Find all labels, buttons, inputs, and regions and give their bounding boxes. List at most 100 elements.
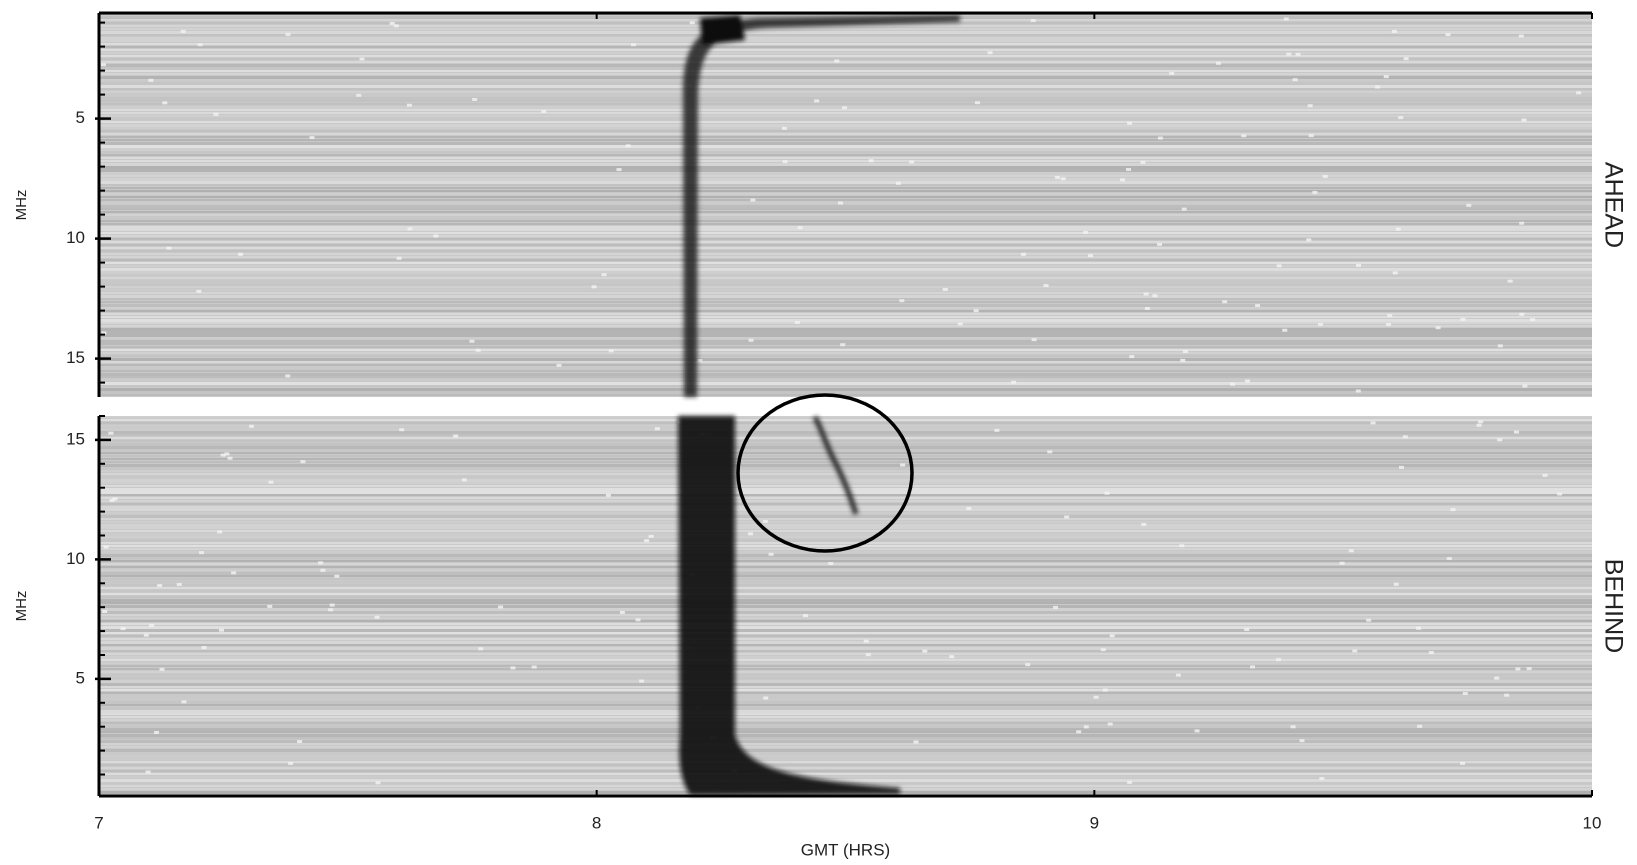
frequency-stripe <box>99 274 1592 276</box>
noise-speck <box>498 606 503 609</box>
frequency-stripe <box>99 638 1592 640</box>
noise-speck <box>913 740 918 743</box>
noise-speck <box>1340 562 1345 565</box>
noise-speck <box>1083 231 1088 234</box>
frequency-stripe <box>99 704 1592 706</box>
noise-speck <box>310 136 315 139</box>
noise-speck <box>478 647 483 650</box>
noise-speck <box>318 561 323 564</box>
frequency-stripe <box>99 235 1592 237</box>
frequency-stripe <box>99 437 1592 439</box>
frequency-stripe <box>99 328 1592 331</box>
noise-speck <box>1387 314 1392 317</box>
noise-speck <box>510 666 515 669</box>
noise-speck <box>288 762 293 765</box>
noise-speck <box>1519 313 1524 316</box>
frequency-stripe <box>99 364 1592 366</box>
noise-speck <box>828 562 833 565</box>
frequency-stripe <box>99 277 1592 279</box>
frequency-stripe <box>99 226 1592 229</box>
frequency-stripe <box>99 148 1592 151</box>
noise-speck <box>620 611 625 614</box>
frequency-stripe <box>99 416 1592 418</box>
noise-speck <box>748 532 753 535</box>
frequency-stripe <box>99 391 1592 394</box>
frequency-stripe <box>99 262 1592 264</box>
frequency-stripe <box>99 773 1592 775</box>
frequency-stripe <box>99 572 1592 575</box>
frequency-stripe <box>99 109 1592 111</box>
frequency-stripe <box>99 151 1592 153</box>
noise-speck <box>157 584 162 587</box>
y-tick-label: 10 <box>66 228 85 247</box>
noise-speck <box>285 374 290 377</box>
noise-speck <box>1276 658 1281 661</box>
frequency-stripe <box>99 166 1592 169</box>
frequency-stripe <box>99 431 1592 434</box>
noise-speck <box>697 359 702 362</box>
frequency-stripe <box>99 671 1592 673</box>
noise-speck <box>1557 492 1562 495</box>
frequency-stripe <box>99 581 1592 583</box>
frequency-stripe <box>99 755 1592 757</box>
frequency-stripe <box>99 707 1592 710</box>
frequency-stripe <box>99 322 1592 324</box>
noise-speck <box>556 364 561 367</box>
frequency-stripe <box>99 686 1592 688</box>
noise-speck <box>1296 53 1301 56</box>
frequency-stripe <box>99 527 1592 529</box>
frequency-stripe <box>99 584 1592 586</box>
frequency-stripe <box>99 680 1592 683</box>
frequency-stripe <box>99 749 1592 752</box>
noise-speck <box>1255 304 1260 307</box>
noise-speck <box>476 349 481 352</box>
frequency-stripe <box>99 316 1592 318</box>
noise-speck <box>1463 692 1468 695</box>
noise-speck <box>375 616 380 619</box>
noise-speck <box>750 199 755 202</box>
frequency-stripe <box>99 674 1592 676</box>
frequency-stripe <box>99 506 1592 509</box>
noise-speck <box>1477 424 1482 427</box>
frequency-stripe <box>99 530 1592 532</box>
noise-speck <box>1293 78 1298 81</box>
noise-speck <box>655 427 660 430</box>
noise-speck <box>328 608 333 611</box>
noise-speck <box>433 234 438 237</box>
frequency-stripe <box>99 103 1592 105</box>
frequency-stripe <box>99 85 1592 88</box>
frequency-stripe <box>99 737 1592 739</box>
frequency-stripe <box>99 88 1592 90</box>
frequency-stripe <box>99 593 1592 595</box>
noise-speck <box>177 583 182 586</box>
frequency-stripe <box>99 644 1592 646</box>
frequency-stripe <box>99 536 1592 538</box>
frequency-stripe <box>99 196 1592 198</box>
frequency-stripe <box>99 776 1592 778</box>
frequency-stripe <box>99 608 1592 611</box>
frequency-stripe <box>99 458 1592 460</box>
noise-speck <box>769 553 774 556</box>
y-tick-label: 15 <box>66 429 85 448</box>
frequency-stripe <box>99 193 1592 195</box>
frequency-stripe <box>99 373 1592 376</box>
frequency-stripe <box>99 139 1592 141</box>
noise-speck <box>1101 648 1106 651</box>
noise-speck <box>1176 674 1181 677</box>
frequency-stripe <box>99 340 1592 343</box>
noise-speck <box>1504 694 1509 697</box>
noise-speck <box>649 535 654 538</box>
frequency-stripe <box>99 566 1592 568</box>
noise-speck <box>1094 696 1099 699</box>
noise-speck <box>763 520 768 523</box>
noise-speck <box>763 697 768 700</box>
frequency-stripe <box>99 470 1592 472</box>
noise-speck <box>1127 781 1132 784</box>
noise-speck <box>1140 161 1145 164</box>
frequency-stripe <box>99 136 1592 138</box>
noise-speck <box>148 79 153 82</box>
frequency-stripe <box>99 157 1592 159</box>
frequency-stripe <box>99 202 1592 204</box>
noise-speck <box>1478 420 1483 423</box>
noise-speck <box>1519 222 1524 225</box>
